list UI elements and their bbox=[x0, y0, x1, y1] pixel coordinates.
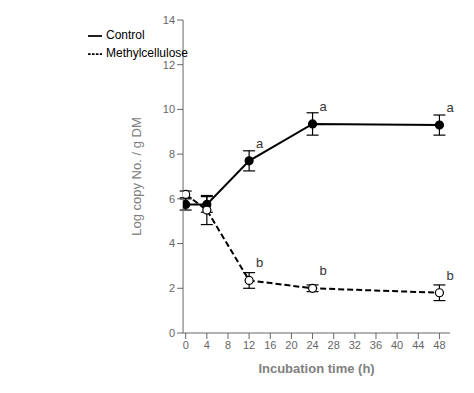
svg-text:28: 28 bbox=[328, 339, 340, 351]
svg-text:b: b bbox=[446, 268, 453, 283]
svg-text:24: 24 bbox=[306, 339, 318, 351]
svg-text:4: 4 bbox=[169, 237, 175, 249]
svg-text:2: 2 bbox=[169, 282, 175, 294]
svg-text:48: 48 bbox=[433, 339, 445, 351]
svg-text:b: b bbox=[256, 255, 263, 270]
svg-text:a: a bbox=[446, 100, 454, 115]
svg-text:12: 12 bbox=[243, 339, 255, 351]
svg-text:0: 0 bbox=[183, 339, 189, 351]
svg-text:6: 6 bbox=[169, 193, 175, 205]
svg-text:b: b bbox=[320, 263, 327, 278]
svg-text:a: a bbox=[256, 136, 264, 151]
svg-text:10: 10 bbox=[163, 103, 175, 115]
svg-text:14: 14 bbox=[163, 14, 175, 26]
svg-text:0: 0 bbox=[169, 327, 175, 339]
svg-text:44: 44 bbox=[412, 339, 424, 351]
svg-text:a: a bbox=[320, 99, 328, 114]
svg-text:Incubation time (h): Incubation time (h) bbox=[258, 361, 374, 376]
svg-text:36: 36 bbox=[370, 339, 382, 351]
html-text:Methylcellulose: Methylcellulose bbox=[106, 46, 188, 60]
svg-text:8: 8 bbox=[225, 339, 231, 351]
svg-text:20: 20 bbox=[285, 339, 297, 351]
svg-text:8: 8 bbox=[169, 148, 175, 160]
svg-text:Log copy No. / g DM: Log copy No. / g DM bbox=[129, 117, 144, 236]
svg-text:12: 12 bbox=[163, 59, 175, 71]
svg-text:32: 32 bbox=[349, 339, 361, 351]
svg-text:4: 4 bbox=[204, 339, 210, 351]
svg-text:40: 40 bbox=[391, 339, 403, 351]
svg-text:16: 16 bbox=[264, 339, 276, 351]
html-text:Control: Control bbox=[106, 28, 145, 42]
